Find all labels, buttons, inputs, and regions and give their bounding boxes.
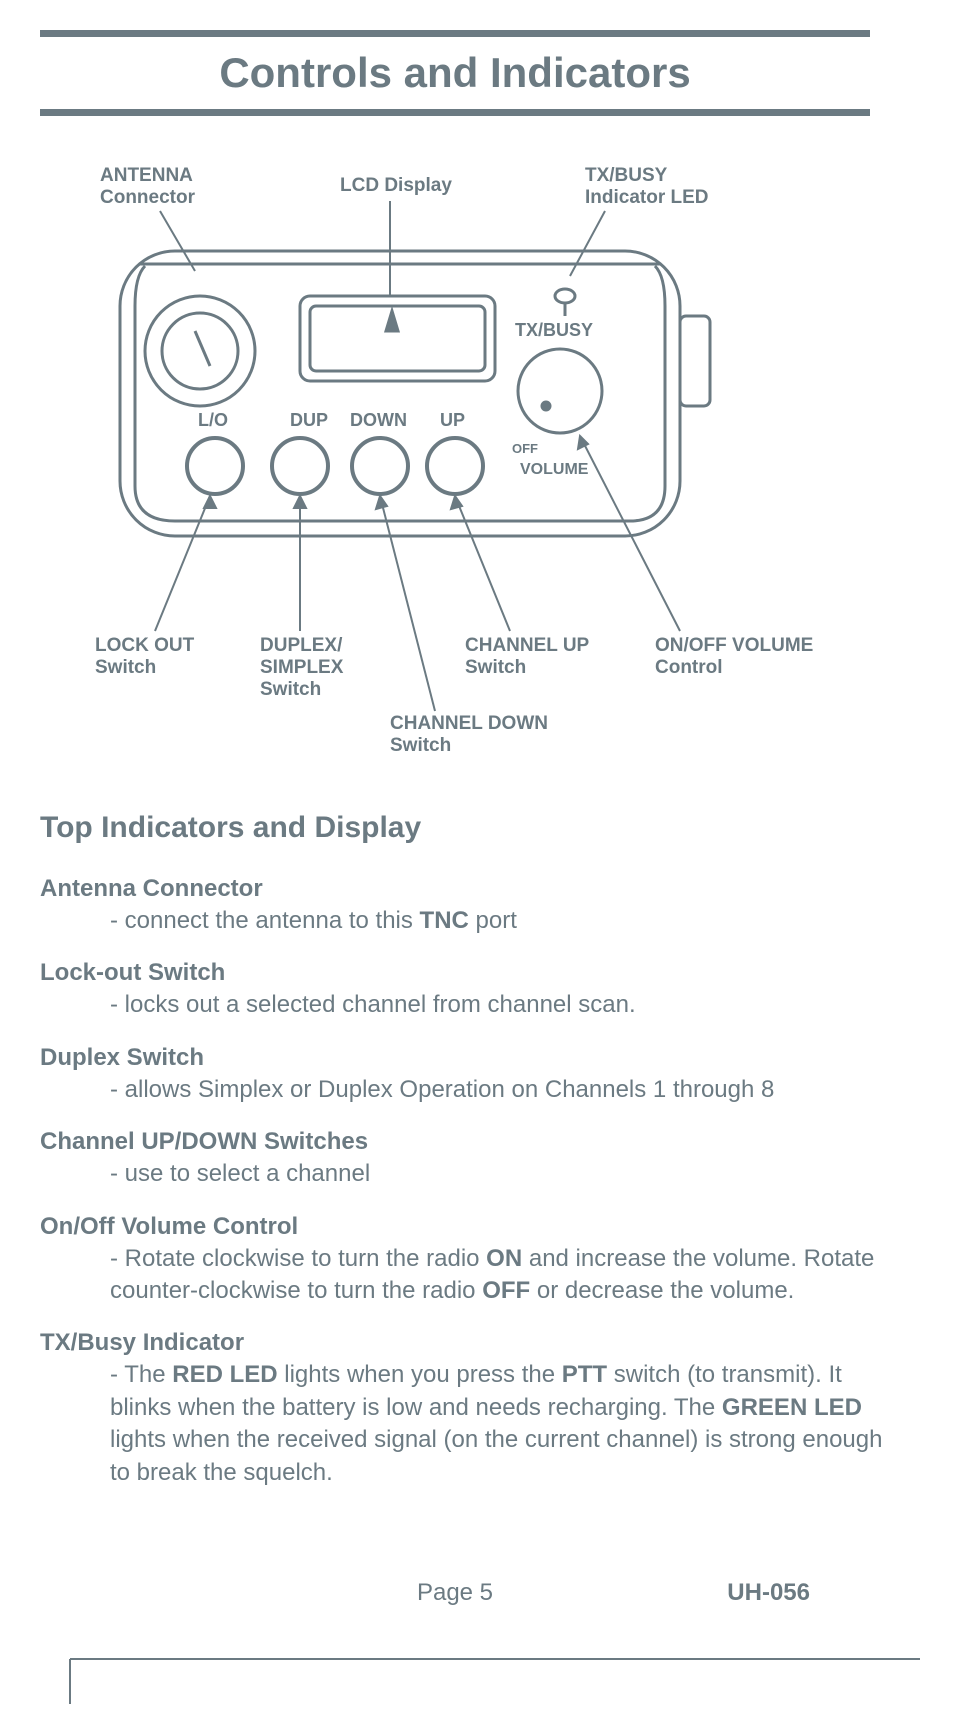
item-channel-heading: Channel UP/DOWN Switches [40, 1128, 914, 1156]
item-onoff-heading: On/Off Volume Control [40, 1213, 914, 1241]
item-lockout: Lock-out Switch - locks out a selected c… [40, 959, 914, 1021]
title-rule-top [40, 30, 870, 37]
label-antenna-1: ANTENNA [100, 165, 193, 186]
onoff-post: or decrease the volume. [530, 1277, 794, 1304]
device-volume-text: VOLUME [520, 461, 589, 478]
section-heading: Top Indicators and Display [40, 811, 914, 845]
txbusy-led [555, 289, 575, 316]
manual-page: Controls and Indicators ANTENNA Connecto… [0, 0, 954, 1734]
label-txbusy-2: Indicator LED [585, 187, 709, 208]
item-txbusy-heading: TX/Busy Indicator [40, 1329, 914, 1357]
buttons-row [187, 438, 483, 494]
item-txbusy-desc: - The RED LED lights when you press the … [40, 1359, 890, 1489]
label-onoff-1: ON/OFF VOLUME [655, 635, 813, 656]
footer-model: UH-056 [727, 1579, 810, 1607]
item-channel-desc: - use to select a channel [40, 1158, 890, 1190]
device-dup-text: DUP [290, 410, 328, 430]
label-lockout-1: LOCK OUT [95, 635, 195, 656]
onoff-b1: ON [486, 1245, 522, 1272]
label-txbusy-1: TX/BUSY [585, 165, 668, 186]
item-onoff-desc: - Rotate clockwise to turn the radio ON … [40, 1243, 890, 1308]
item-duplex: Duplex Switch - allows Simplex or Duplex… [40, 1044, 914, 1106]
txbusy-b2: PTT [562, 1361, 607, 1388]
page-footer: Page 5 UH-056 [40, 1579, 870, 1619]
leader-antenna [160, 211, 195, 271]
txbusy-b1: RED LED [172, 1361, 277, 1388]
item-duplex-desc: - allows Simplex or Duplex Operation on … [40, 1074, 890, 1106]
device-txbusy-text: TX/BUSY [515, 320, 593, 340]
antenna-post: port [469, 907, 517, 934]
leader-txbusy [570, 211, 605, 276]
label-chdown-2: Switch [390, 735, 451, 756]
item-antenna-heading: Antenna Connector [40, 875, 914, 903]
label-duplex-1: DUPLEX/ [260, 635, 343, 656]
item-antenna-desc: - connect the antenna to this TNC port [40, 905, 890, 937]
lcd-display [300, 296, 495, 381]
antenna-pre: - connect the antenna to this [110, 907, 420, 934]
diagram-svg: ANTENNA Connector LCD Display TX/BUSY In… [40, 156, 900, 776]
label-duplex-3: Switch [260, 679, 321, 700]
label-chup-2: Switch [465, 657, 526, 678]
bottom-leaders [155, 436, 680, 711]
item-duplex-heading: Duplex Switch [40, 1044, 914, 1072]
item-channel: Channel UP/DOWN Switches - use to select… [40, 1128, 914, 1190]
label-lcd: LCD Display [340, 175, 452, 196]
onoff-pre: - Rotate clockwise to turn the radio [110, 1245, 486, 1272]
device-lo-text: L/O [198, 410, 228, 430]
footer-page: Page 5 [417, 1579, 493, 1607]
label-chup-1: CHANNEL UP [465, 635, 590, 656]
onoff-b2: OFF [482, 1277, 530, 1304]
item-lockout-heading: Lock-out Switch [40, 959, 914, 987]
label-chdown-1: CHANNEL DOWN [390, 713, 548, 734]
label-duplex-2: SIMPLEX [260, 657, 344, 678]
device-up-text: UP [440, 410, 465, 430]
title-rule-bottom [40, 109, 870, 116]
label-onoff-2: Control [655, 657, 723, 678]
item-txbusy: TX/Busy Indicator - The RED LED lights w… [40, 1329, 914, 1489]
txbusy-t4: lights when the received signal (on the … [110, 1426, 882, 1485]
device-off-text: OFF [512, 441, 538, 456]
device-diagram: ANTENNA Connector LCD Display TX/BUSY In… [40, 156, 914, 781]
txbusy-t1: - The [110, 1361, 172, 1388]
page-corner [40, 1649, 914, 1714]
page-title: Controls and Indicators [40, 41, 870, 105]
item-antenna: Antenna Connector - connect the antenna … [40, 875, 914, 937]
txbusy-t2: lights when you press the [278, 1361, 562, 1388]
device-down-text: DOWN [350, 410, 407, 430]
txbusy-b3: GREEN LED [722, 1394, 862, 1421]
title-block: Controls and Indicators [40, 30, 870, 116]
volume-knob [518, 349, 602, 433]
item-onoff: On/Off Volume Control - Rotate clockwise… [40, 1213, 914, 1308]
item-lockout-desc: - locks out a selected channel from chan… [40, 989, 890, 1021]
label-antenna-2: Connector [100, 187, 196, 208]
antenna-bold: TNC [420, 907, 469, 934]
label-lockout-2: Switch [95, 657, 156, 678]
antenna-connector [145, 296, 255, 406]
